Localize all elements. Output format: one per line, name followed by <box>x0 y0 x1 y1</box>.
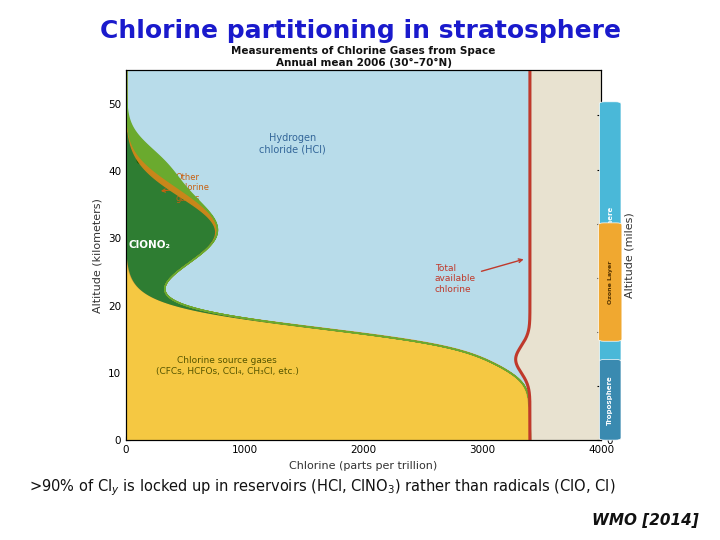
Text: Chlorine partitioning in stratosphere: Chlorine partitioning in stratosphere <box>99 19 621 43</box>
Text: WMO [2014]: WMO [2014] <box>592 513 698 528</box>
Text: Other
chlorine
gases: Other chlorine gases <box>162 173 210 203</box>
Text: Hydrogen
chloride (HCl): Hydrogen chloride (HCl) <box>259 133 325 155</box>
Text: Chlorine source gases
(CFCs, HCFOs, CCl₄, CH₃Cl, etc.): Chlorine source gases (CFCs, HCFOs, CCl₄… <box>156 356 298 376</box>
Text: ClONO₂: ClONO₂ <box>129 240 171 250</box>
FancyBboxPatch shape <box>598 223 622 341</box>
Text: Troposphere: Troposphere <box>607 375 613 424</box>
Y-axis label: Altitude (kilometers): Altitude (kilometers) <box>92 198 102 313</box>
Y-axis label: Altitude (miles): Altitude (miles) <box>625 212 635 298</box>
Text: Total
available
chlorine: Total available chlorine <box>435 259 522 294</box>
FancyBboxPatch shape <box>599 360 621 440</box>
Title: Measurements of Chlorine Gases from Space
Annual mean 2006 (30°–70°N): Measurements of Chlorine Gases from Spac… <box>231 46 496 68</box>
Text: Stratosphere: Stratosphere <box>607 206 613 258</box>
X-axis label: Chlorine (parts per trillion): Chlorine (parts per trillion) <box>289 461 438 470</box>
FancyBboxPatch shape <box>599 102 621 361</box>
Text: ClO: ClO <box>135 156 155 166</box>
Text: >90% of Cl$_y$ is locked up in reservoirs (HCl, ClNO$_3$) rather than radicals (: >90% of Cl$_y$ is locked up in reservoir… <box>29 478 615 498</box>
Text: Ozone Layer: Ozone Layer <box>608 260 613 303</box>
